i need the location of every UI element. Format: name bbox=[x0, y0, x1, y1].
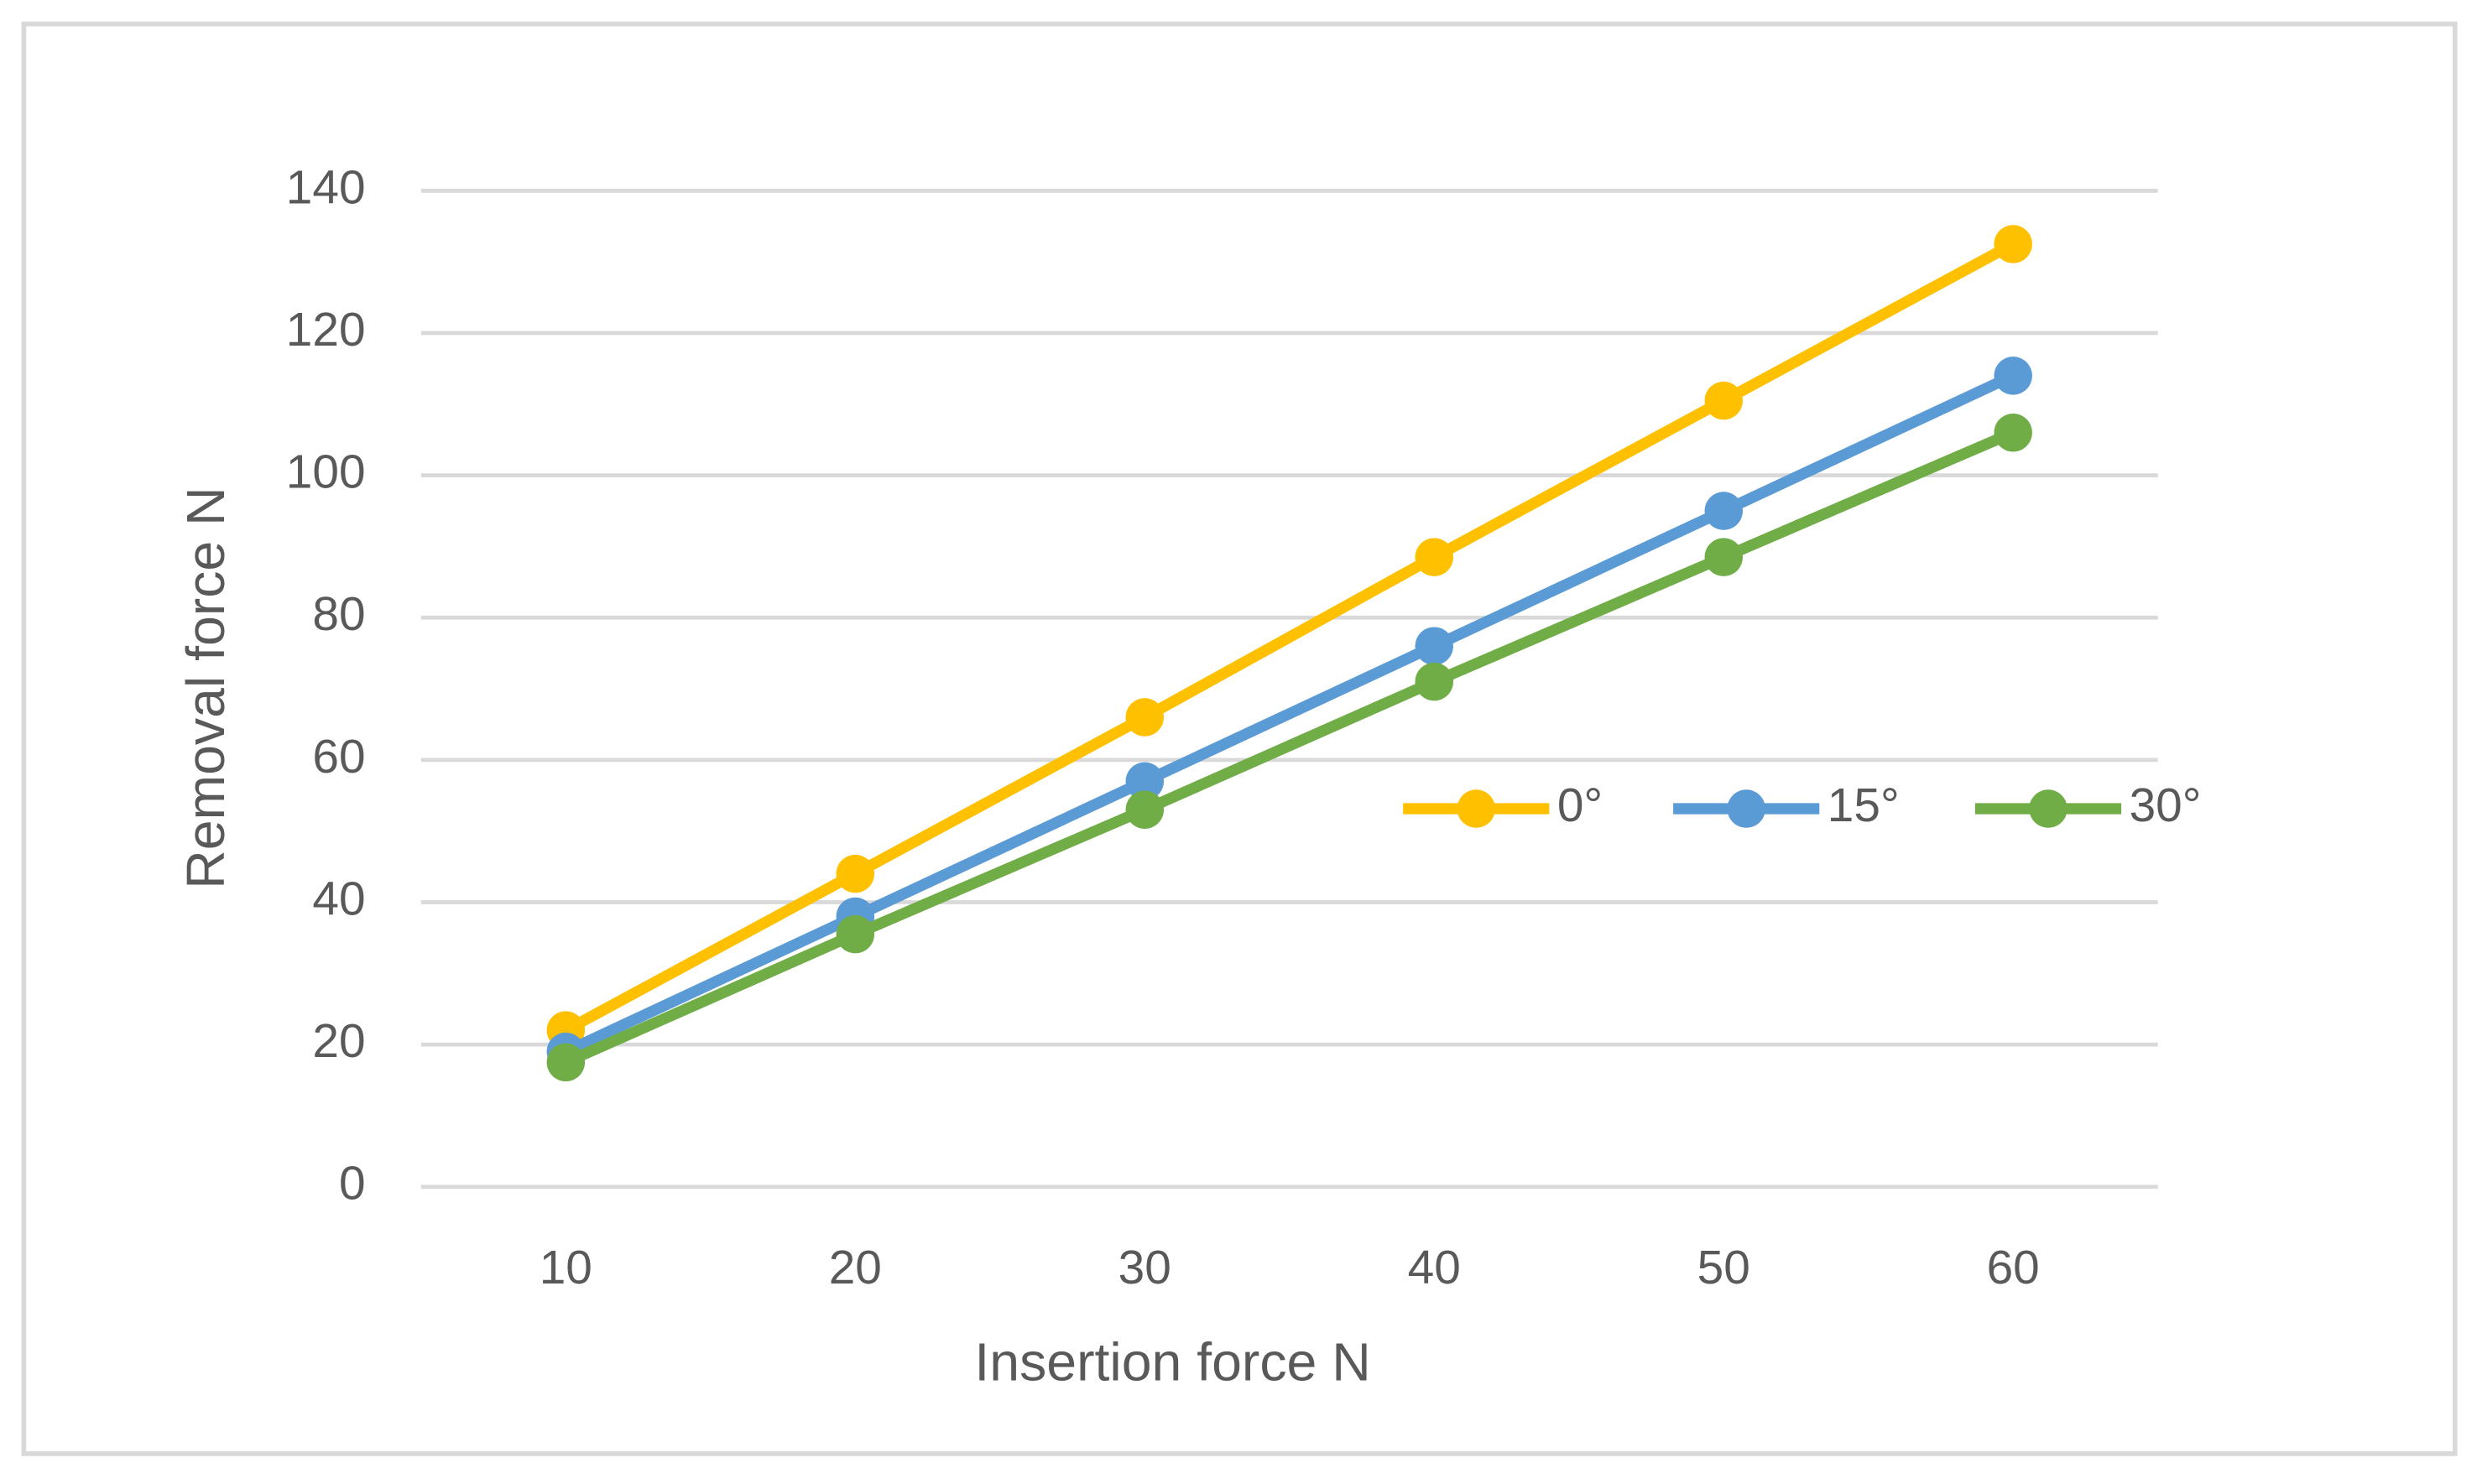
legend-label: 30° bbox=[2130, 779, 2202, 832]
data-point bbox=[1704, 538, 1743, 576]
data-point bbox=[1994, 357, 2032, 395]
y-tick-label: 100 bbox=[286, 446, 366, 499]
legend-marker bbox=[1457, 789, 1495, 828]
y-axis-title: Removal force N bbox=[175, 487, 236, 888]
y-tick-label: 140 bbox=[286, 161, 366, 214]
data-point bbox=[836, 854, 875, 893]
data-point bbox=[546, 1043, 586, 1082]
data-point bbox=[1994, 414, 2032, 452]
data-point bbox=[1125, 790, 1164, 829]
data-point bbox=[1125, 762, 1164, 801]
legend-marker bbox=[2029, 789, 2067, 828]
y-tick-label: 0 bbox=[339, 1158, 366, 1211]
legend-label: 0° bbox=[1557, 779, 1603, 832]
series-line bbox=[563, 370, 2015, 1057]
data-point bbox=[1415, 662, 1453, 701]
data-point bbox=[1415, 627, 1453, 665]
x-tick-label: 30 bbox=[1118, 1242, 1171, 1294]
y-tick-label: 60 bbox=[312, 731, 365, 784]
data-point bbox=[1994, 225, 2032, 263]
series-line bbox=[563, 239, 2016, 1035]
y-tick-label: 20 bbox=[312, 1015, 365, 1068]
y-tick-label: 80 bbox=[312, 588, 365, 641]
x-tick-label: 50 bbox=[1697, 1242, 1750, 1294]
legend-marker bbox=[1727, 789, 1765, 828]
data-point bbox=[1704, 381, 1743, 420]
y-tick-label: 40 bbox=[312, 872, 365, 925]
x-tick-label: 60 bbox=[1987, 1242, 2040, 1294]
data-point bbox=[1125, 698, 1164, 737]
x-tick-label: 40 bbox=[1408, 1242, 1461, 1294]
data-point bbox=[1704, 492, 1743, 530]
legend-label: 15° bbox=[1828, 779, 1900, 832]
x-axis-title: Insertion force N bbox=[974, 1332, 1370, 1393]
x-tick-label: 20 bbox=[829, 1242, 882, 1294]
data-point bbox=[836, 914, 875, 954]
x-tick-label: 10 bbox=[540, 1242, 592, 1294]
series-line bbox=[563, 427, 2015, 1068]
y-tick-label: 120 bbox=[286, 304, 366, 357]
data-point bbox=[1415, 538, 1453, 576]
